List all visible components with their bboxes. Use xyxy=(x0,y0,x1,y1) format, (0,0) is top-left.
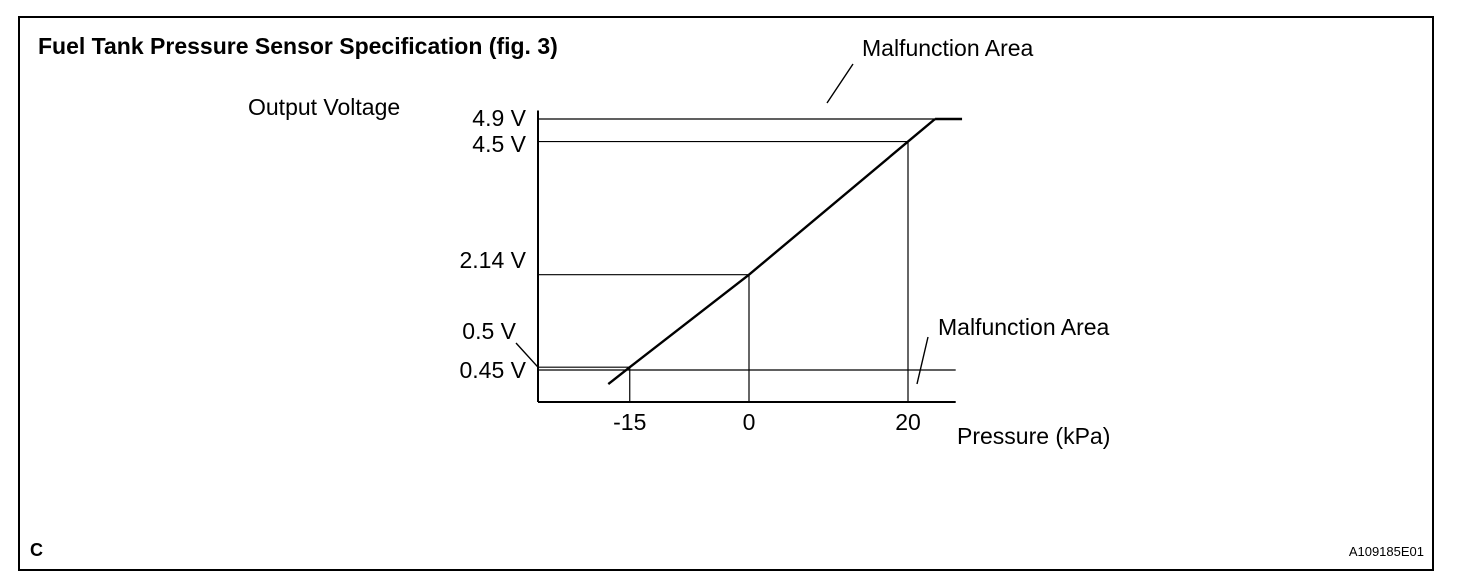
x-tick-label: 0 xyxy=(743,409,756,435)
series-lines xyxy=(607,117,963,386)
annotation-leader xyxy=(826,63,854,104)
label-leader-0-5v xyxy=(515,342,539,368)
reference-lines xyxy=(538,118,956,402)
x-tick-label: 20 xyxy=(895,409,921,435)
y-tick-label: 2.14 V xyxy=(460,247,527,273)
y-tick-label: 4.5 V xyxy=(472,131,526,157)
figure-code: A109185E01 xyxy=(1348,544,1424,559)
figure-frame xyxy=(18,16,1434,571)
series-line-1 xyxy=(607,118,936,386)
x-tick-labels: -15 0 20 xyxy=(613,409,921,435)
malfunction-area-label: Malfunction Area xyxy=(938,314,1110,340)
y-tick-label: 0.45 V xyxy=(460,357,527,383)
y-axis-label: Output Voltage xyxy=(248,94,400,120)
malfunction-area-label: Malfunction Area xyxy=(862,35,1034,61)
annotation-leader xyxy=(916,336,929,385)
y-tick-label: 4.9 V xyxy=(472,105,526,131)
y-tick-labels: 0.45 V 0.5 V 2.14 V 4.5 V4.9 V xyxy=(460,105,539,383)
corner-label: C xyxy=(30,540,43,560)
chart-title: Fuel Tank Pressure Sensor Specification … xyxy=(38,33,558,59)
x-axis-label: Pressure (kPa) xyxy=(957,423,1110,449)
x-tick-label: -15 xyxy=(613,409,646,435)
y-tick-label: 0.5 V xyxy=(462,318,516,344)
annotations: Malfunction Area Malfunction Area xyxy=(826,35,1110,385)
